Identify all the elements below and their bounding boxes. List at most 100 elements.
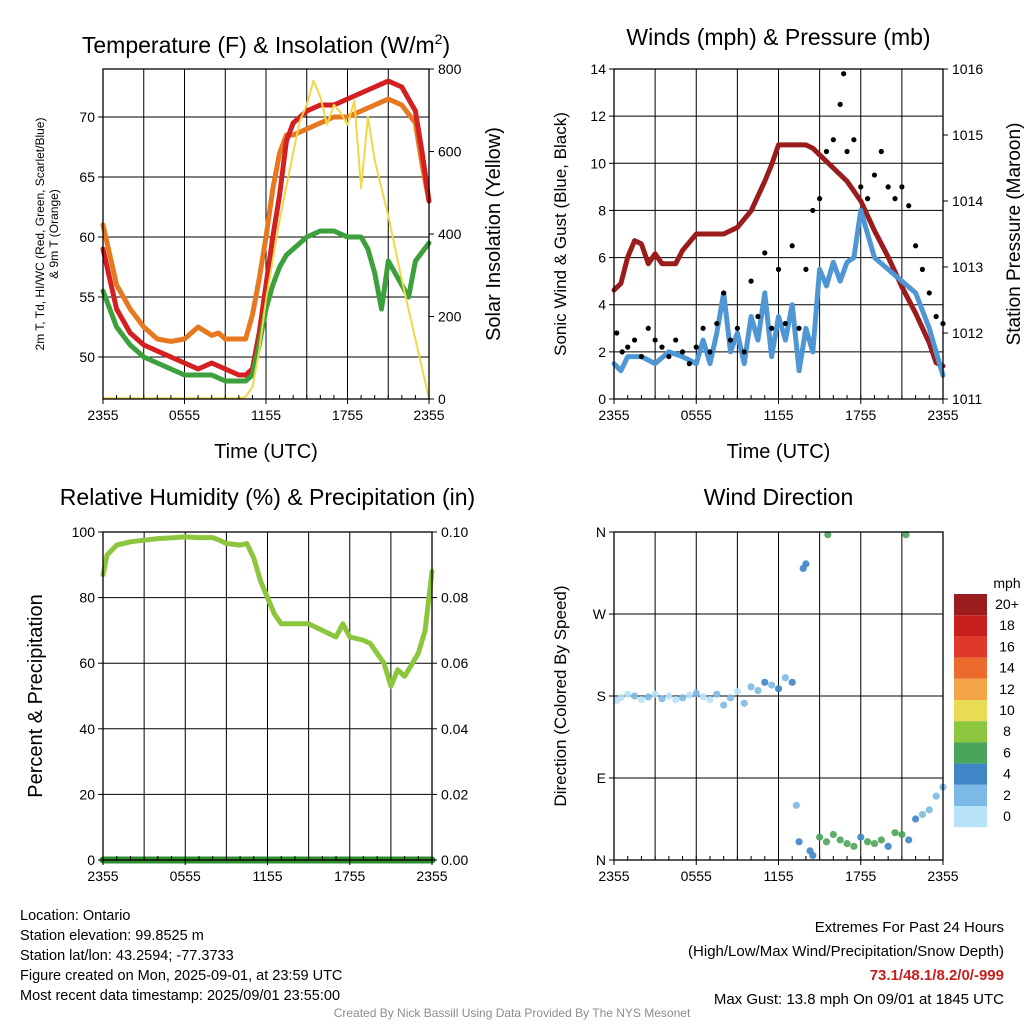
gust-point bbox=[707, 349, 713, 355]
x-tick-label: 2355 bbox=[87, 868, 118, 884]
y-tick-label: 0 bbox=[87, 852, 95, 868]
y-tick-label: 50 bbox=[79, 349, 95, 365]
y2-tick-label: 1012 bbox=[952, 325, 983, 341]
y2-tick-label: 0 bbox=[438, 391, 446, 407]
y2-tick-label: 200 bbox=[438, 309, 462, 325]
extremes-info: Extremes For Past 24 Hours (High/Low/Max… bbox=[688, 916, 1004, 1012]
y-tick-label: 6 bbox=[598, 250, 606, 266]
y-tick-label: W bbox=[593, 606, 607, 622]
direction-point bbox=[781, 674, 789, 682]
chart-title: Relative Humidity (%) & Precipitation (i… bbox=[60, 484, 475, 510]
series-line bbox=[100, 96, 432, 344]
colorbar-label: 20+ bbox=[995, 596, 1019, 612]
direction-point bbox=[624, 690, 632, 698]
colorbar-label: 8 bbox=[1003, 723, 1011, 739]
gust-point bbox=[865, 196, 871, 202]
direction-point bbox=[898, 830, 906, 839]
direction-point bbox=[651, 690, 659, 698]
gust-point bbox=[727, 337, 734, 343]
y-tick-label: N bbox=[596, 524, 606, 540]
chart-title: Winds (mph) & Pressure (mb) bbox=[626, 24, 930, 50]
gust-point bbox=[823, 148, 830, 155]
colorbar-swatch bbox=[954, 594, 987, 616]
y2-tick-label: 600 bbox=[438, 144, 462, 160]
direction-point bbox=[877, 836, 885, 844]
gust-point bbox=[625, 344, 631, 350]
y-tick-label: 55 bbox=[79, 289, 95, 305]
y-tick-label: 70 bbox=[79, 109, 95, 125]
y-tick-label: 10 bbox=[590, 155, 606, 171]
y-tick-label: 80 bbox=[79, 590, 95, 606]
location-text: Location: Ontario bbox=[20, 908, 131, 924]
y2-tick-label: 1015 bbox=[952, 127, 983, 143]
gust-point bbox=[803, 266, 809, 272]
x-axis-label: Time (UTC) bbox=[214, 441, 318, 463]
direction-point bbox=[720, 701, 728, 709]
gust-point bbox=[762, 250, 768, 256]
direction-point bbox=[788, 678, 796, 686]
direction-point bbox=[692, 689, 700, 697]
gust-point bbox=[789, 243, 795, 249]
colorbar-swatch bbox=[954, 784, 987, 806]
gust-point bbox=[652, 337, 658, 343]
gust-point bbox=[878, 148, 884, 155]
y-tick-label: N bbox=[596, 852, 606, 868]
direction-point bbox=[822, 838, 831, 846]
direction-point bbox=[658, 695, 666, 703]
direction-point bbox=[637, 696, 646, 704]
direction-point bbox=[843, 840, 851, 848]
y-tick-label: E bbox=[597, 770, 606, 786]
gust-point bbox=[810, 207, 816, 214]
gust-point bbox=[631, 337, 638, 343]
y-tick-label: 8 bbox=[598, 202, 606, 218]
direction-point bbox=[932, 792, 940, 800]
x-tick-label: 0555 bbox=[681, 868, 712, 884]
y-tick-label: 60 bbox=[79, 655, 95, 671]
x-tick-label: 0555 bbox=[170, 868, 201, 884]
direction-point bbox=[836, 836, 844, 844]
gust-point bbox=[686, 361, 692, 367]
y2-tick-label: 400 bbox=[438, 226, 462, 242]
gust-point bbox=[871, 172, 878, 178]
gust-point bbox=[769, 325, 775, 331]
y-tick-label: 65 bbox=[79, 169, 95, 185]
colorbar-swatch bbox=[954, 742, 987, 764]
y2-axis-label: Solar Insolation (Yellow) bbox=[483, 127, 505, 341]
colorbar-label: 10 bbox=[999, 702, 1015, 718]
gust-point bbox=[638, 353, 645, 360]
y2-tick-label: 1011 bbox=[952, 391, 982, 407]
colorbar-swatch bbox=[954, 721, 987, 743]
colorbar-swatch bbox=[954, 636, 987, 658]
y-tick-label: 2 bbox=[598, 344, 606, 360]
y-axis-label: 2m T, Td, HI/WC (Red, Green, Scarlet/Blu… bbox=[33, 118, 61, 351]
temperature-insolation-chart: 2355 0555 1155 1755 2355 50 55 60 65 70 0 200 400 600… bbox=[33, 31, 505, 463]
y2-tick-label: 0.10 bbox=[441, 524, 468, 540]
gust-point bbox=[666, 353, 672, 360]
gust-point bbox=[892, 196, 898, 202]
extremes-title: Extremes For Past 24 Hours bbox=[814, 919, 1004, 936]
extremes-legend: (High/Low/Max Wind/Precipitation/Snow De… bbox=[688, 943, 1004, 960]
direction-point bbox=[792, 801, 800, 809]
colorbar-label: 2 bbox=[1003, 787, 1011, 803]
gust-point bbox=[817, 196, 823, 202]
direction-point bbox=[850, 842, 858, 850]
direction-point bbox=[891, 829, 899, 837]
direction-point bbox=[902, 531, 910, 539]
direction-point bbox=[918, 810, 927, 819]
colorbar-label: 12 bbox=[999, 681, 1015, 697]
y-tick-label: 0 bbox=[598, 391, 606, 407]
colorbar-label: 0 bbox=[1003, 808, 1011, 824]
gust-point bbox=[912, 243, 919, 249]
direction-point bbox=[864, 838, 872, 846]
direction-point bbox=[740, 699, 748, 707]
gust-point bbox=[673, 337, 679, 343]
y-tick-label: 14 bbox=[590, 61, 606, 77]
gust-point bbox=[775, 266, 782, 272]
direction-point bbox=[672, 696, 680, 704]
direction-point bbox=[802, 560, 810, 568]
y2-tick-label: 0.06 bbox=[441, 655, 468, 671]
y2-tick-label: 0.02 bbox=[441, 786, 468, 802]
colorbar-swatch bbox=[954, 700, 987, 722]
